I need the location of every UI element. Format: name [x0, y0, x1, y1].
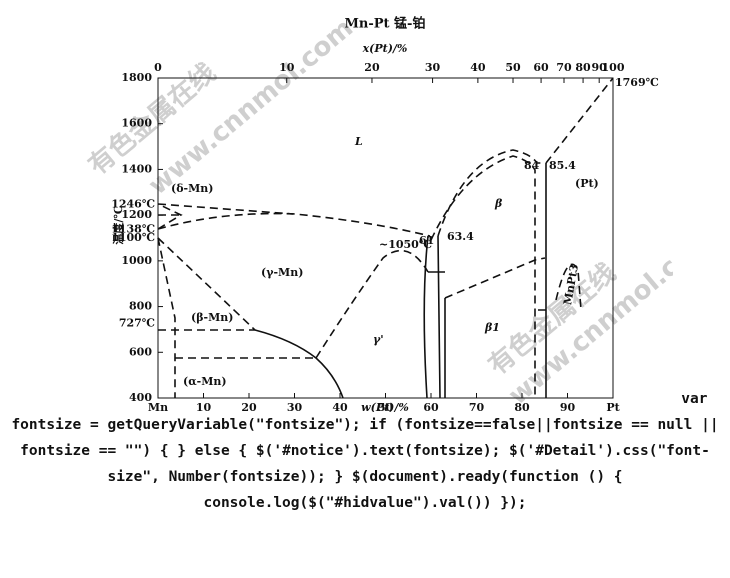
y-tick-label: 1400 [121, 162, 152, 175]
top-tick-label: 20 [364, 61, 380, 74]
y-tick-label: 1000 [121, 254, 152, 267]
region-label: (β-Mn) [191, 311, 233, 324]
script-text: fontsize = getQueryVariable("fontsize");… [11, 417, 719, 511]
bottom-tick-label: 10 [195, 401, 211, 412]
point-label: 63.4 [447, 230, 474, 243]
bottom-tick-label: 70 [468, 401, 484, 412]
top-axis-label: x(Pt)/% [361, 42, 407, 55]
y-axis-label: 温度/℃ [111, 205, 125, 244]
y-tick-label: 1200 [121, 208, 152, 221]
region-label: (α-Mn) [183, 375, 227, 388]
region-label: L [354, 135, 363, 148]
temperature-label: 1100℃ [111, 231, 155, 244]
bottom-tick-label: 60 [423, 401, 439, 412]
y-tick-label: 1600 [121, 117, 152, 130]
region-label: (δ-Mn) [171, 182, 214, 195]
point-label: 85.4 [549, 159, 576, 172]
region-label: β1 [484, 321, 500, 334]
bottom-tick-label: 90 [559, 401, 575, 412]
top-tick-label: 10 [279, 61, 295, 74]
top-tick-label: 70 [556, 61, 572, 74]
point-label: 1769℃ [615, 76, 659, 89]
temperature-label: 1246℃ [111, 198, 155, 211]
point-label: 61 [419, 234, 434, 247]
bottom-tick-label: Pt [606, 401, 620, 412]
top-tick-label: 40 [470, 61, 486, 74]
title: Mn-Pt 锰-铂 [344, 16, 425, 32]
top-tick-label: 60 [533, 61, 549, 74]
region-label: (γ-Mn) [261, 266, 303, 279]
bottom-tick-label: 30 [286, 401, 302, 412]
point-label: ~1050℃ [379, 238, 432, 251]
phase-lines [156, 77, 614, 399]
top-tick-label: 0 [154, 61, 162, 74]
region-label: γ' [373, 333, 384, 346]
bottom-axis-label: w(Pt)/% [361, 401, 409, 412]
bottom-tick-label: 50 [377, 401, 393, 412]
y-tick-label: 1800 [121, 71, 152, 84]
top-tick-label: 80 [575, 61, 591, 74]
top-tick-label: 100 [601, 61, 624, 74]
top-tick-label: 50 [505, 61, 521, 74]
top-tick-label: 30 [424, 61, 440, 74]
region-label: (Pt) [575, 177, 599, 190]
bottom-tick-label: 40 [332, 401, 348, 412]
temperature-label: 1138℃ [111, 222, 155, 235]
point-label: 84 [524, 159, 540, 172]
phase-diagram: 有色金属在线 www.cnnmol.com 有色金属在线 www.cnnmol.… [82, 13, 673, 412]
y-tick-label: 800 [129, 300, 152, 313]
y-tick-label: 600 [129, 345, 152, 358]
bottom-tick-label: 20 [241, 401, 257, 412]
script-text: var [681, 391, 708, 407]
page: 有色金属在线 www.cnnmol.com 有色金属在线 www.cnnmol.… [11, 13, 719, 511]
temperature-label: 727℃ [118, 316, 154, 329]
top-tick-label: 90 [591, 61, 607, 74]
bottom-tick-label: 80 [514, 401, 530, 412]
bottom-tick-label: Mn [147, 401, 167, 412]
region-label: β [494, 197, 503, 210]
watermark: www.cnnmol.com [503, 223, 673, 411]
y-tick-label: 400 [129, 391, 152, 404]
